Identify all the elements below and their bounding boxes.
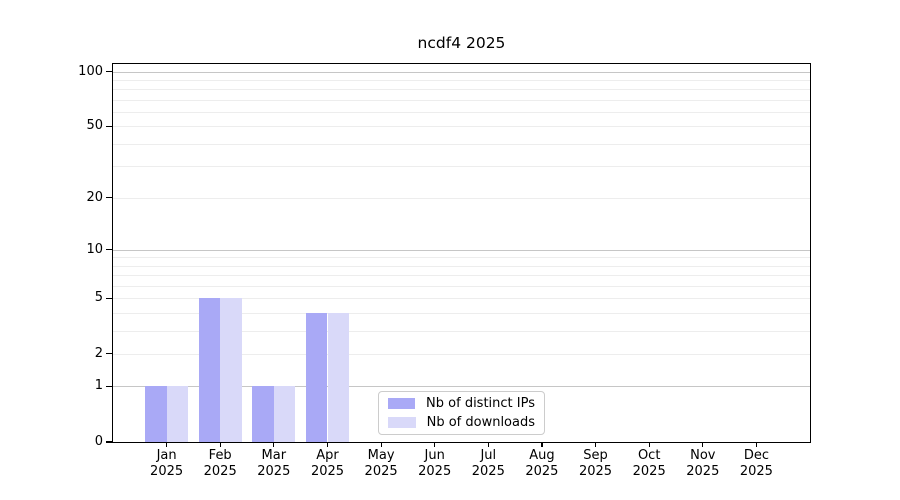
x-tick-label-oct: Oct 2025 <box>632 448 666 479</box>
y-tick-mark-10 <box>106 248 113 251</box>
x-tick-label-feb: Feb 2025 <box>203 448 237 479</box>
y-tick-label-100: 100 <box>78 63 103 79</box>
x-tick-label-apr: Apr 2025 <box>310 448 345 479</box>
gridline-minor-3 <box>113 330 810 332</box>
x-tick-label-mar: Mar 2025 <box>257 448 291 479</box>
gridline-minor-70 <box>113 99 810 101</box>
gridline-minor-30 <box>113 166 810 168</box>
x-tick-mark-jun <box>434 442 436 447</box>
y-tick-mark-0 <box>106 441 113 443</box>
bar-nb-of-downloads-jan <box>166 386 188 442</box>
bar-nb-of-distinct-ips-mar <box>252 386 274 442</box>
gridline-minor-90 <box>113 79 810 81</box>
y-tick-mark-100 <box>106 71 113 73</box>
x-tick-mark-dec <box>755 442 758 447</box>
x-tick-mark-jan <box>166 442 168 447</box>
bar-nb-of-distinct-ips-jan <box>145 386 167 442</box>
gridline-minor-6 <box>113 285 810 287</box>
x-tick-mark-sep <box>594 442 597 447</box>
y-tick-mark-50 <box>106 125 113 128</box>
legend-swatch-distinct-ips <box>388 398 416 409</box>
plot-area <box>112 63 811 443</box>
gridline-major-1 <box>113 386 810 388</box>
legend-swatch-downloads <box>388 417 416 428</box>
x-tick-mark-apr <box>326 442 329 447</box>
y-tick-label-10: 10 <box>86 241 103 257</box>
x-tick-mark-may <box>380 442 382 447</box>
y-tick-mark-2 <box>106 353 113 355</box>
x-tick-label-aug: Aug 2025 <box>525 448 559 479</box>
gridline-minor-80 <box>113 89 810 91</box>
gridline-minor-7 <box>113 275 810 277</box>
gridline-minor-50 <box>113 126 810 128</box>
x-tick-label-jul: Jul 2025 <box>471 448 505 479</box>
gridline-minor-5 <box>113 298 810 300</box>
gridline-minor-40 <box>113 143 810 145</box>
x-tick-label-may: May 2025 <box>364 448 398 479</box>
gridline-major-100 <box>113 71 810 73</box>
grid-layer <box>113 64 810 442</box>
gridline-major-10 <box>113 249 810 251</box>
bar-nb-of-distinct-ips-apr <box>306 312 328 442</box>
x-tick-mark-aug <box>541 442 543 447</box>
bar-nb-of-distinct-ips-feb <box>198 298 221 442</box>
x-tick-label-sep: Sep 2025 <box>578 448 613 479</box>
legend-label-distinct-ips: Nb of distinct IPs <box>426 396 535 411</box>
x-tick-label-dec: Dec 2025 <box>739 448 773 479</box>
y-tick-label-0: 0 <box>94 434 103 449</box>
y-tick-label-5: 5 <box>94 290 103 306</box>
x-tick-label-jun: Jun 2025 <box>418 448 452 479</box>
legend: Nb of distinct IPs Nb of downloads <box>378 391 545 435</box>
y-tick-mark-20 <box>106 197 113 199</box>
x-tick-label-jan: Jan 2025 <box>150 448 184 479</box>
x-tick-mark-feb <box>219 442 221 447</box>
bar-nb-of-downloads-apr <box>327 312 349 442</box>
y-tick-label-20: 20 <box>86 189 103 205</box>
x-tick-mark-jul <box>487 442 489 447</box>
y-tick-mark-5 <box>106 297 113 299</box>
gridline-minor-20 <box>113 197 810 199</box>
chart-title: ncdf4 2025 <box>417 34 506 52</box>
x-tick-label-nov: Nov 2025 <box>686 448 720 479</box>
gridline-minor-2 <box>113 353 810 355</box>
legend-item-downloads: Nb of downloads <box>388 415 535 430</box>
bar-nb-of-downloads-mar <box>273 386 296 442</box>
legend-label-downloads: Nb of downloads <box>426 415 535 430</box>
y-tick-label-2: 2 <box>94 345 103 361</box>
y-tick-label-1: 1 <box>94 378 103 394</box>
x-tick-mark-oct <box>648 442 650 447</box>
y-tick-label-50: 50 <box>86 118 103 134</box>
gridline-minor-9 <box>113 257 810 259</box>
legend-item-distinct-ips: Nb of distinct IPs <box>388 396 535 411</box>
gridline-minor-60 <box>113 112 810 113</box>
x-tick-mark-mar <box>273 442 275 447</box>
bars-layer <box>113 64 810 442</box>
gridline-minor-8 <box>113 265 810 267</box>
gridline-minor-4 <box>113 312 810 314</box>
y-tick-mark-1 <box>106 385 113 388</box>
x-tick-mark-nov <box>702 442 704 447</box>
bar-nb-of-downloads-feb <box>220 298 242 442</box>
